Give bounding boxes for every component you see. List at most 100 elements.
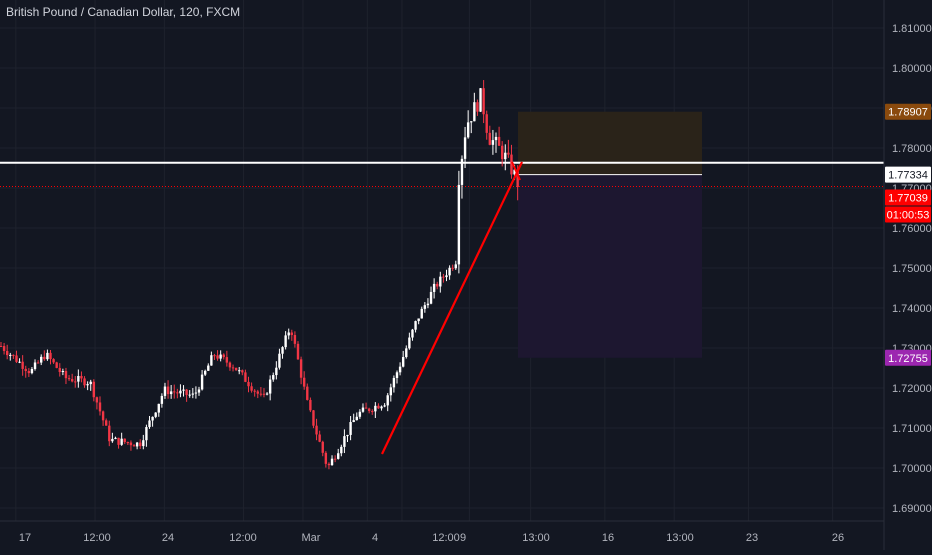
x-tick-label: 23 [746, 532, 758, 544]
candle-body [380, 406, 383, 409]
candle-body [405, 348, 408, 358]
candle-body [497, 136, 501, 146]
x-tick-label: 16 [602, 532, 614, 544]
candle-body [101, 411, 105, 421]
candle-body [299, 359, 303, 378]
candle-body [306, 386, 309, 400]
candle-body [349, 422, 352, 435]
candle-body [40, 356, 43, 363]
candle-body [27, 371, 31, 374]
candle-body [293, 335, 297, 344]
countdown-label-bg [885, 206, 931, 223]
candle-body [367, 408, 371, 412]
candle-body [0, 346, 3, 347]
candle-body [5, 350, 9, 356]
candle-body [231, 367, 235, 369]
candle-body [154, 412, 157, 417]
x-tick-label: 12:00 [229, 532, 257, 544]
candle-body [15, 355, 18, 362]
candle-body [126, 442, 130, 444]
candle-body [494, 136, 498, 141]
candle-body [470, 121, 473, 123]
candle-body [371, 411, 374, 413]
candle-body [36, 362, 40, 364]
target-price-label: 1.78907 [888, 107, 928, 119]
candle-body [203, 370, 207, 375]
candle-body [89, 381, 92, 385]
candle-body [479, 88, 482, 112]
candle-body [374, 405, 377, 412]
candle-body [129, 442, 133, 446]
candle-body [436, 283, 439, 287]
candle-body [439, 276, 442, 287]
current-price-label: 1.77039 [888, 192, 928, 204]
candle-body [355, 416, 358, 421]
candle-body [429, 291, 433, 304]
candle-body [290, 332, 294, 336]
candle-body [58, 367, 61, 373]
candle-body [98, 402, 102, 412]
candle-body [392, 377, 396, 388]
candle-body [83, 378, 86, 386]
candle-body [135, 442, 139, 447]
candle-body [253, 390, 256, 392]
candle-body [491, 140, 495, 145]
candle-body [386, 395, 389, 406]
candle-body [466, 122, 470, 138]
candle-body [451, 267, 454, 269]
candle-body [151, 416, 154, 421]
candle-body [383, 405, 386, 407]
candle-body [207, 365, 210, 371]
candle-body [108, 425, 111, 442]
candle-body [30, 368, 34, 374]
candle-body [157, 403, 160, 413]
candle-body [234, 367, 238, 371]
x-tick-label: 13:00 [522, 532, 550, 544]
y-tick-label: 1.78000 [892, 143, 932, 155]
candle-body [77, 375, 80, 382]
y-tick-label: 1.72000 [892, 383, 932, 395]
candle-body [488, 132, 492, 145]
y-tick-label: 1.81000 [892, 23, 932, 35]
candle-body [247, 381, 250, 387]
candle-body [398, 366, 402, 373]
candle-body [9, 354, 12, 356]
candle-body [194, 392, 198, 394]
candle-body [80, 375, 83, 379]
candle-body [173, 391, 176, 393]
candle-body [43, 356, 46, 360]
candle-body [123, 438, 126, 443]
x-tick-label: 12:00 [432, 532, 460, 544]
candle-body [330, 458, 334, 466]
y-tick-label: 1.69000 [892, 503, 932, 515]
candle-body [169, 391, 173, 395]
candle-body [139, 442, 142, 447]
candle-body [516, 169, 519, 188]
candle-body [92, 381, 96, 398]
candle-body [219, 354, 222, 359]
y-tick-label: 1.71000 [892, 423, 932, 435]
candle-body [117, 437, 120, 445]
candle-body [33, 362, 37, 369]
candle-body [309, 399, 312, 411]
trendline [381, 161, 523, 455]
x-tick-label: 17 [19, 532, 31, 544]
candle-body [238, 370, 241, 372]
candle-body [259, 393, 263, 395]
candle-body [408, 337, 411, 349]
candle-body [2, 346, 6, 351]
candle-body [275, 367, 278, 376]
candle-body [445, 275, 448, 278]
candle-body [352, 420, 355, 423]
candle-body [142, 440, 145, 447]
candle-body [500, 145, 504, 160]
candle-body [454, 264, 457, 269]
candle-body [95, 397, 99, 403]
candle-body [200, 374, 204, 390]
candle-body [448, 267, 451, 276]
candle-body [423, 305, 427, 309]
candle-body [420, 308, 423, 319]
candle-body [476, 102, 479, 112]
